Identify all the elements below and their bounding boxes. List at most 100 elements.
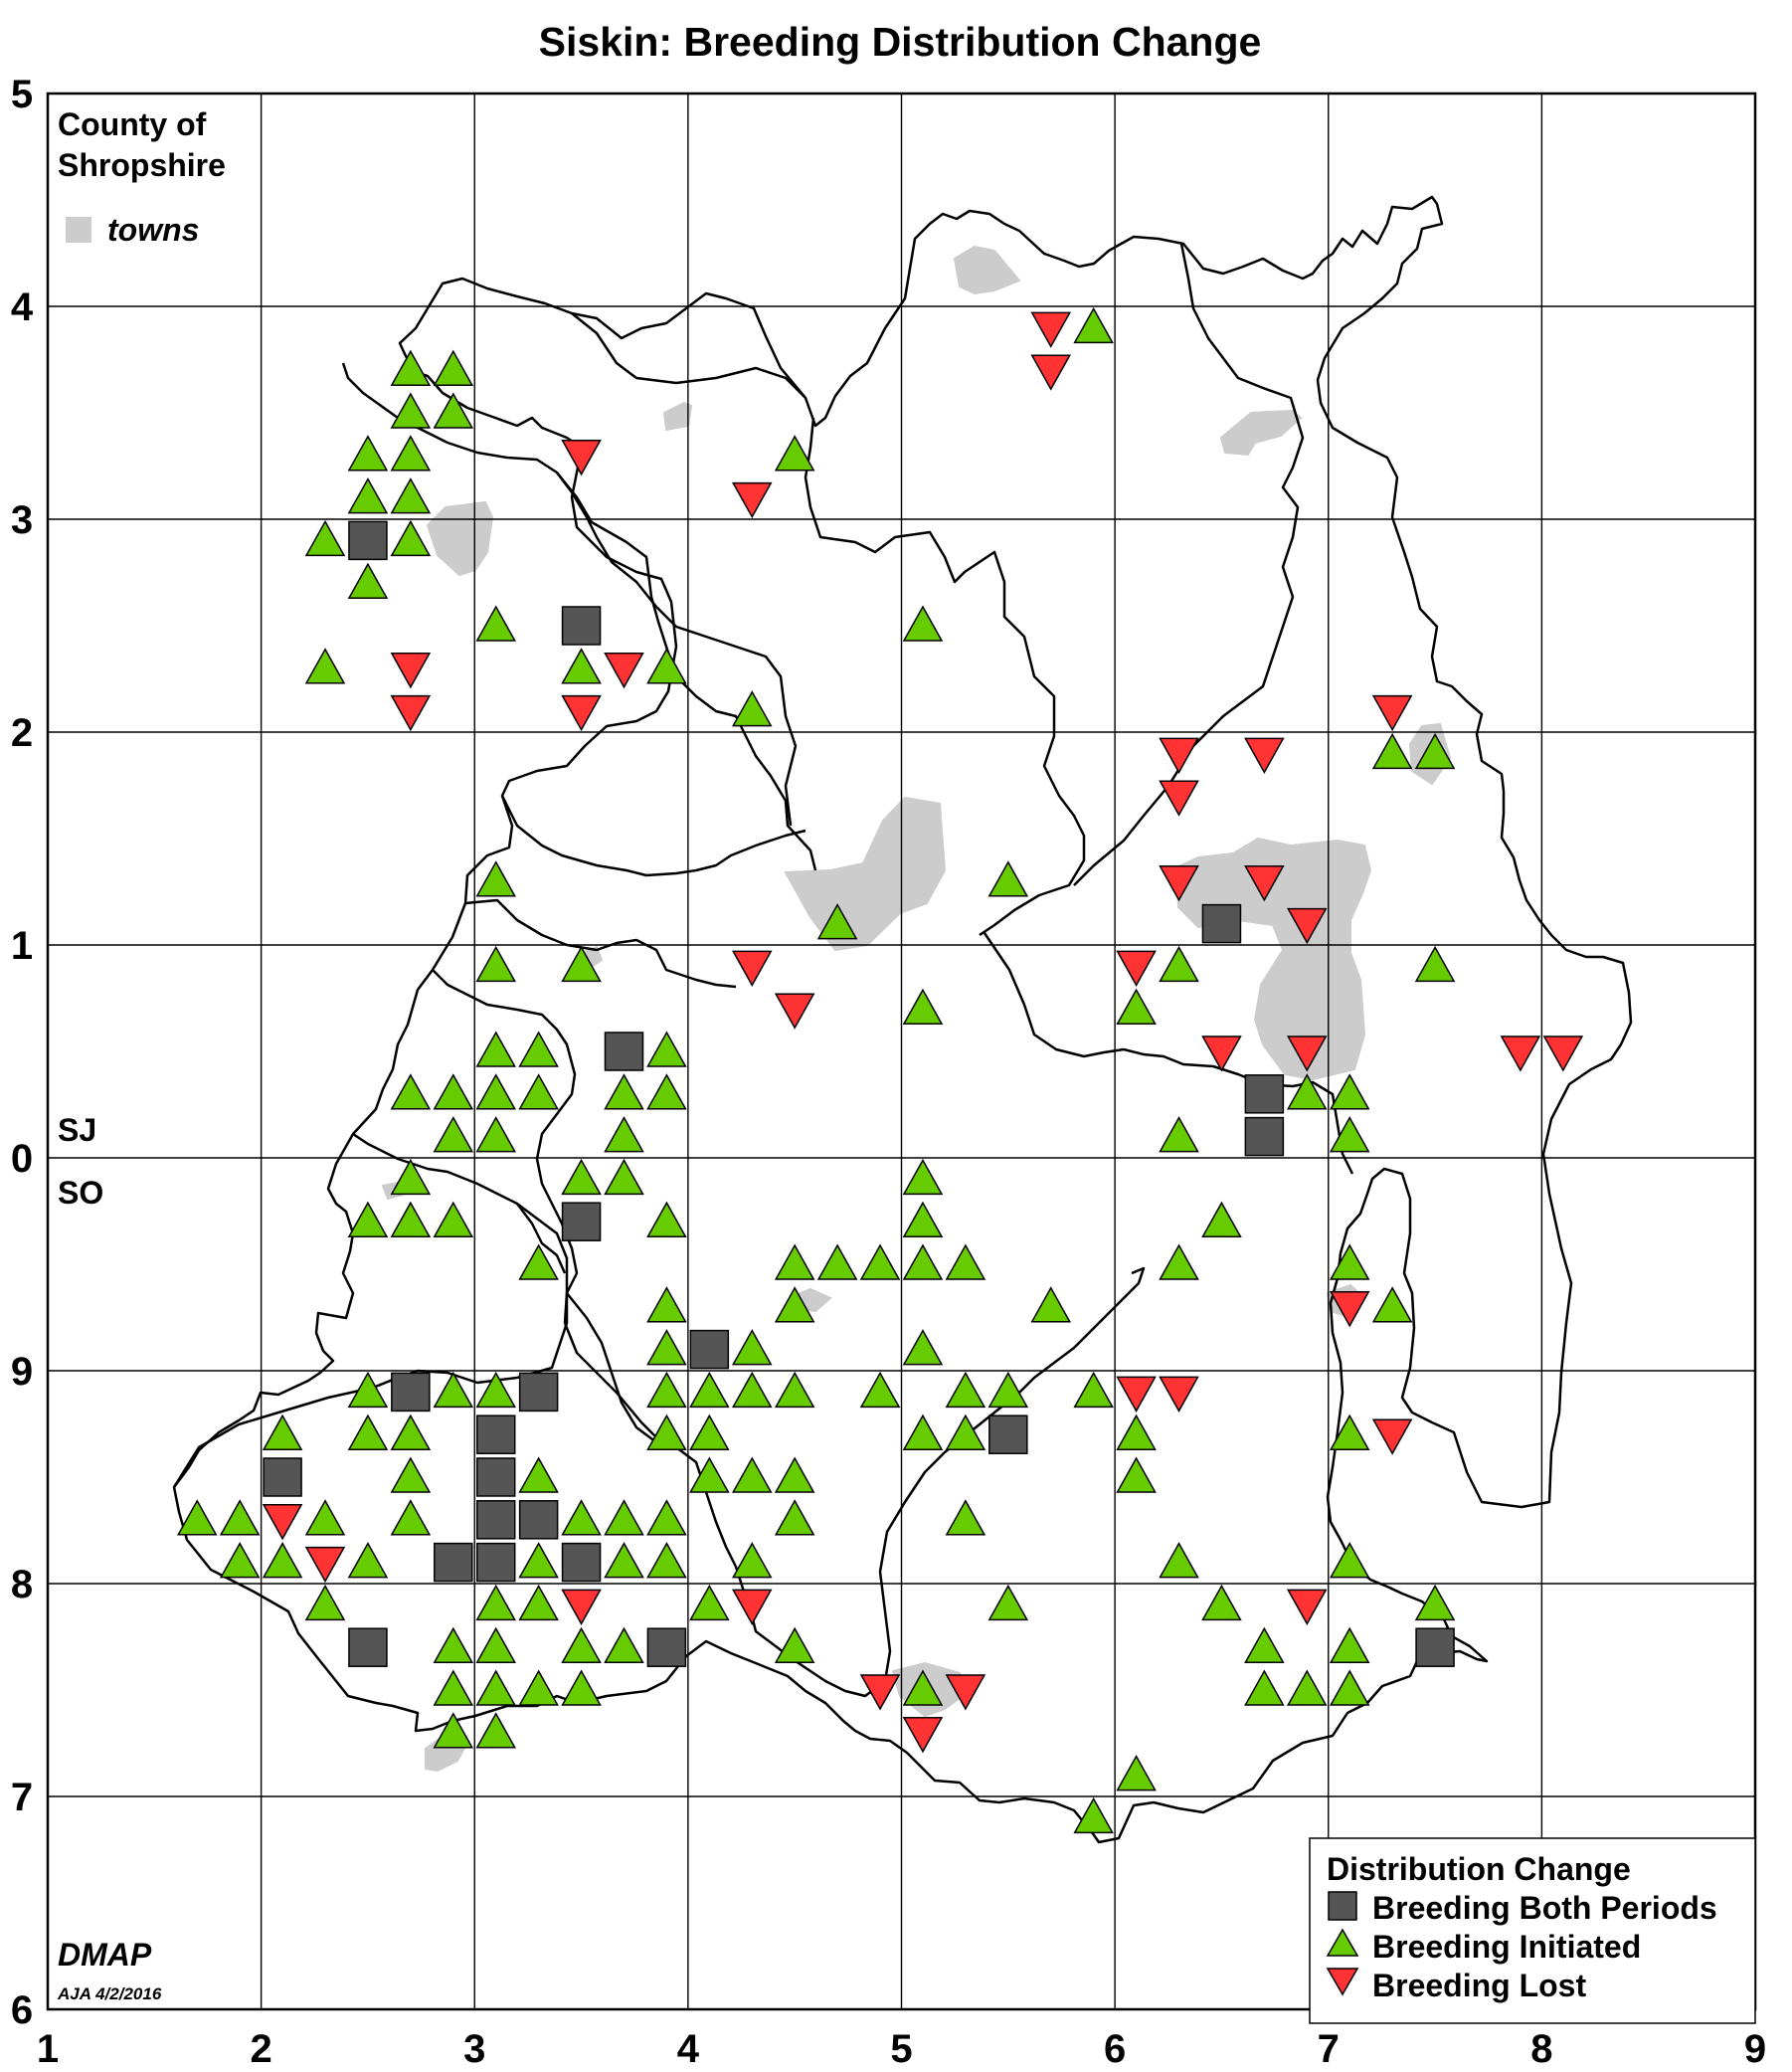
record-breeding-lost xyxy=(1159,737,1199,774)
record-breeding-lost xyxy=(561,694,602,732)
record-breeding-initiated xyxy=(902,605,944,642)
record-breeding-initiated xyxy=(731,1329,773,1366)
record-breeding-lost xyxy=(1500,1036,1541,1072)
record-breeding-initiated xyxy=(1329,1243,1370,1280)
credit-dmap: DMAP xyxy=(58,1937,152,1973)
x-tick-label: 3 xyxy=(463,2027,485,2071)
x-tick-label: 7 xyxy=(1318,2027,1340,2071)
legend-item-lost: Breeding Lost xyxy=(1372,1968,1586,2003)
record-breeding-initiated xyxy=(347,1201,389,1237)
x-tick-label: 5 xyxy=(890,2027,912,2071)
record-breeding-both-periods xyxy=(1415,1627,1455,1667)
record-breeding-initiated xyxy=(1329,1542,1370,1579)
record-breeding-initiated xyxy=(945,1413,986,1450)
record-breeding-initiated xyxy=(731,1542,773,1579)
record-breeding-lost xyxy=(774,993,815,1030)
record-breeding-initiated xyxy=(1073,1371,1114,1409)
record-breeding-initiated xyxy=(347,562,389,599)
district-boundary xyxy=(352,1132,567,1274)
legend-title: Distribution Change xyxy=(1327,1851,1631,1887)
record-breeding-both-periods xyxy=(988,1414,1028,1454)
record-breeding-lost xyxy=(1371,1418,1413,1455)
record-breeding-both-periods xyxy=(518,1500,559,1540)
record-breeding-initiated xyxy=(433,1669,474,1706)
map-frame xyxy=(46,92,1757,2011)
record-breeding-both-periods xyxy=(475,1542,516,1583)
record-breeding-initiated xyxy=(347,1371,389,1409)
y-tick-label: 7 xyxy=(11,1776,33,1819)
record-breeding-initiated xyxy=(390,1201,432,1237)
record-breeding-initiated xyxy=(774,1456,815,1493)
record-breeding-initiated xyxy=(262,1413,303,1450)
record-breeding-initiated xyxy=(1414,732,1456,770)
record-breeding-lost xyxy=(1244,865,1285,902)
town-area xyxy=(1219,409,1303,457)
record-breeding-initiated xyxy=(390,349,432,386)
y-tick-label: 8 xyxy=(11,1563,33,1606)
record-breeding-both-periods xyxy=(434,1542,473,1583)
record-breeding-initiated xyxy=(774,1286,815,1323)
record-breeding-initiated xyxy=(561,1669,602,1706)
record-breeding-lost xyxy=(604,653,644,689)
record-breeding-both-periods xyxy=(475,1414,516,1454)
record-breeding-lost xyxy=(561,1589,602,1625)
record-breeding-initiated xyxy=(304,648,346,684)
record-breeding-initiated xyxy=(390,392,432,429)
y-tick-label: 5 xyxy=(11,73,33,116)
y-tick-label: 4 xyxy=(11,285,34,329)
town-area xyxy=(426,500,494,577)
county-label-line2: Shropshire xyxy=(58,147,226,183)
record-breeding-initiated xyxy=(816,1243,858,1280)
record-breeding-initiated xyxy=(1414,1584,1456,1621)
town-area xyxy=(953,245,1021,295)
record-breeding-both-periods xyxy=(348,520,388,561)
record-breeding-initiated xyxy=(304,519,346,557)
y-tick-label: 9 xyxy=(11,1350,33,1394)
record-breeding-both-periods xyxy=(1201,903,1242,944)
record-breeding-initiated xyxy=(902,988,944,1025)
record-breeding-initiated xyxy=(347,1413,389,1450)
record-breeding-initiated xyxy=(604,1158,644,1196)
legend-square-symbol xyxy=(1328,1891,1357,1921)
record-breeding-initiated xyxy=(475,1584,516,1621)
record-breeding-initiated xyxy=(945,1499,986,1536)
record-breeding-initiated xyxy=(604,1116,644,1153)
record-breeding-lost xyxy=(561,440,602,476)
record-breeding-initiated xyxy=(1414,945,1456,983)
record-breeding-initiated xyxy=(1116,1413,1157,1450)
x-tick-label: 8 xyxy=(1530,2027,1552,2071)
district-boundary xyxy=(804,417,1086,937)
record-breeding-initiated xyxy=(475,1712,516,1749)
record-breeding-both-periods xyxy=(646,1627,687,1667)
record-breeding-initiated xyxy=(390,435,432,471)
record-breeding-initiated xyxy=(390,1456,432,1493)
record-breeding-lost xyxy=(1159,780,1199,817)
legend-triangle-down-symbol xyxy=(1326,1968,1359,1996)
district-boundary xyxy=(341,362,817,871)
record-breeding-initiated xyxy=(774,1371,815,1409)
record-breeding-initiated xyxy=(1329,1413,1370,1450)
record-breeding-initiated xyxy=(518,1073,559,1110)
record-breeding-initiated xyxy=(604,1542,644,1579)
x-axis-ticks: 1 2 3 4 5 6 7 8 9 xyxy=(37,2027,1766,2071)
x-tick-label: 2 xyxy=(251,2027,272,2071)
legend: Distribution Change Breeding Both Period… xyxy=(1309,1837,1756,2024)
record-breeding-lost xyxy=(1159,1376,1199,1413)
record-breeding-initiated xyxy=(902,1201,944,1237)
record-breeding-lost xyxy=(945,1674,986,1711)
legend-item-initiated: Breeding Initiated xyxy=(1372,1929,1641,1965)
record-breeding-lost xyxy=(731,950,773,987)
record-breeding-initiated xyxy=(604,1073,644,1110)
record-breeding-initiated xyxy=(518,1456,559,1493)
legend-triangle-up-symbol xyxy=(1326,1928,1359,1957)
record-breeding-initiated xyxy=(902,1329,944,1366)
record-breeding-initiated xyxy=(646,1201,687,1237)
record-breeding-initiated xyxy=(646,1542,687,1579)
record-breeding-lost xyxy=(1159,865,1199,902)
record-breeding-initiated xyxy=(945,1243,986,1280)
record-breeding-initiated xyxy=(689,1584,730,1621)
record-breeding-initiated xyxy=(1116,1755,1157,1791)
record-breeding-lost xyxy=(1116,950,1157,987)
y-tick-label: 2 xyxy=(11,711,33,755)
